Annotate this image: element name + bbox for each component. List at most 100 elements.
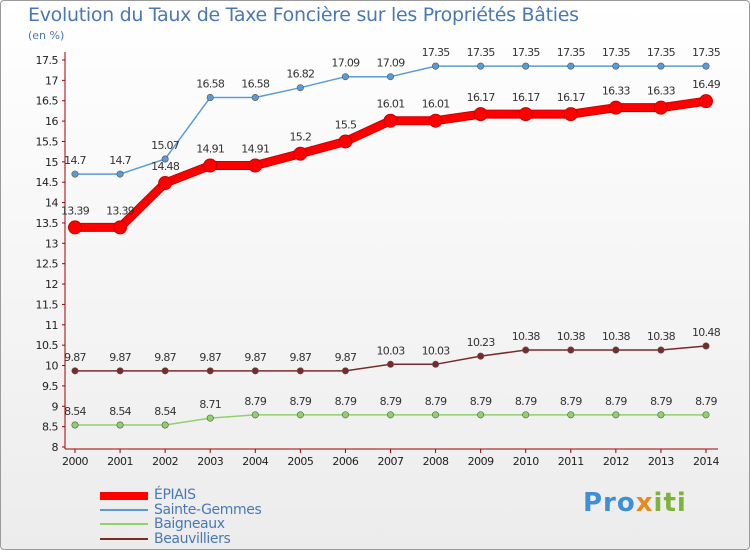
x-tick-label: 2012 — [603, 455, 629, 468]
data-label-beauvilliers: 10.03 — [422, 344, 451, 357]
data-point-beauvilliers — [522, 346, 530, 354]
data-label-epiais: 16.17 — [467, 91, 496, 104]
data-point-epiais — [518, 107, 533, 122]
data-point-sainte-gemmes — [386, 73, 394, 81]
data-point-sainte-gemmes — [657, 62, 665, 70]
data-label-epiais: 15.2 — [290, 131, 312, 144]
data-label-baigneaux: 8.79 — [650, 395, 672, 408]
data-label-beauvilliers: 9.87 — [154, 351, 176, 364]
legend-label-baigneaux: Baigneaux — [154, 516, 225, 532]
y-tick-label: 14.5 — [36, 176, 59, 189]
data-label-beauvilliers: 10.38 — [647, 330, 676, 343]
data-label-sainte-gemmes: 16.58 — [241, 77, 270, 90]
data-point-epiais — [699, 94, 713, 109]
x-tick-label: 2002 — [152, 455, 178, 468]
data-label-beauvilliers: 10.38 — [512, 330, 541, 343]
data-label-baigneaux: 8.79 — [335, 395, 357, 408]
legend-label-beauvilliers: Beauvilliers — [154, 531, 231, 547]
data-point-sainte-gemmes — [567, 62, 575, 70]
data-label-sainte-gemmes: 17.35 — [422, 46, 451, 59]
data-label-sainte-gemmes: 14.7 — [109, 154, 131, 167]
data-label-epiais: 16.49 — [692, 78, 721, 91]
data-label-baigneaux: 8.79 — [425, 395, 447, 408]
data-label-epiais: 15.5 — [335, 118, 357, 131]
data-point-beauvilliers — [206, 367, 214, 375]
y-tick-label: 10 — [45, 360, 58, 373]
data-label-beauvilliers: 10.48 — [692, 326, 721, 339]
data-point-beauvilliers — [296, 367, 304, 375]
data-label-epiais: 16.01 — [377, 98, 405, 111]
y-tick-label: 10.5 — [36, 339, 59, 352]
data-label-baigneaux: 8.79 — [515, 395, 537, 408]
data-point-beauvilliers — [341, 367, 349, 375]
data-label-beauvilliers: 9.87 — [199, 351, 221, 364]
data-point-epiais — [113, 220, 128, 235]
data-label-beauvilliers: 10.38 — [557, 330, 586, 343]
y-tick-label: 17 — [45, 74, 58, 87]
data-label-baigneaux: 8.54 — [154, 405, 176, 418]
data-point-epiais — [158, 176, 173, 191]
data-point-epiais — [203, 158, 218, 173]
data-label-sainte-gemmes: 16.58 — [196, 77, 225, 90]
data-label-sainte-gemmes: 15.07 — [151, 139, 180, 152]
data-point-beauvilliers — [251, 367, 259, 375]
data-label-beauvilliers: 9.87 — [244, 351, 266, 364]
data-point-beauvilliers — [161, 367, 169, 375]
data-label-beauvilliers: 9.87 — [64, 351, 86, 364]
data-point-epiais — [653, 100, 668, 115]
data-point-baigneaux — [567, 411, 575, 419]
data-point-sainte-gemmes — [702, 62, 710, 70]
y-tick-label: 9 — [52, 400, 59, 413]
data-point-epiais — [473, 107, 488, 122]
legend-swatch-epiais — [100, 492, 148, 500]
data-point-baigneaux — [296, 411, 304, 419]
y-tick-label: 17.5 — [36, 54, 59, 67]
data-point-sainte-gemmes — [251, 93, 259, 101]
chart-unit-label: (en %) — [28, 29, 65, 42]
data-point-baigneaux — [161, 421, 169, 429]
data-label-epiais: 13.39 — [106, 204, 135, 217]
data-label-epiais: 16.33 — [602, 85, 631, 98]
data-point-baigneaux — [702, 411, 710, 419]
data-point-baigneaux — [612, 411, 620, 419]
data-point-baigneaux — [432, 411, 440, 419]
logo-part-iti: iti — [653, 488, 687, 518]
x-tick-label: 2011 — [558, 455, 584, 468]
data-point-beauvilliers — [567, 346, 575, 354]
data-label-sainte-gemmes: 17.09 — [331, 57, 360, 70]
y-tick-label: 15 — [45, 156, 58, 169]
data-point-beauvilliers — [702, 342, 710, 350]
y-tick-label: 12.5 — [36, 258, 59, 271]
data-point-sainte-gemmes — [341, 73, 349, 81]
legend-swatch-baigneaux — [100, 523, 148, 525]
data-point-beauvilliers — [657, 346, 665, 354]
data-point-epiais — [293, 146, 308, 161]
data-point-baigneaux — [522, 411, 530, 419]
data-label-sainte-gemmes: 17.35 — [557, 46, 586, 59]
data-point-baigneaux — [386, 411, 394, 419]
y-tick-label: 9.5 — [42, 380, 58, 393]
data-point-sainte-gemmes — [432, 62, 440, 70]
data-label-sainte-gemmes: 17.35 — [467, 46, 496, 59]
data-label-baigneaux: 8.79 — [244, 395, 266, 408]
data-label-sainte-gemmes: 17.09 — [377, 57, 406, 70]
data-label-baigneaux: 8.79 — [290, 395, 312, 408]
data-label-beauvilliers: 10.38 — [602, 330, 631, 343]
x-tick-label: 2003 — [197, 455, 223, 468]
data-label-sainte-gemmes: 17.35 — [602, 46, 631, 59]
y-tick-label: 11 — [45, 319, 58, 332]
data-label-beauvilliers: 10.03 — [377, 344, 406, 357]
data-label-sainte-gemmes: 16.82 — [286, 68, 314, 81]
y-tick-label: 16.5 — [36, 95, 59, 108]
x-tick-label: 2010 — [513, 455, 539, 468]
data-label-baigneaux: 8.54 — [64, 405, 86, 418]
data-point-baigneaux — [341, 411, 349, 419]
logo-part-pro: Pro — [583, 488, 636, 518]
data-label-beauvilliers: 9.87 — [109, 351, 131, 364]
legend-swatch-beauvilliers — [100, 538, 148, 540]
y-tick-label: 15.5 — [36, 135, 59, 148]
data-label-baigneaux: 8.79 — [560, 395, 582, 408]
data-label-epiais: 14.91 — [196, 143, 224, 156]
data-point-sainte-gemmes — [477, 62, 485, 70]
x-tick-label: 2007 — [378, 455, 404, 468]
